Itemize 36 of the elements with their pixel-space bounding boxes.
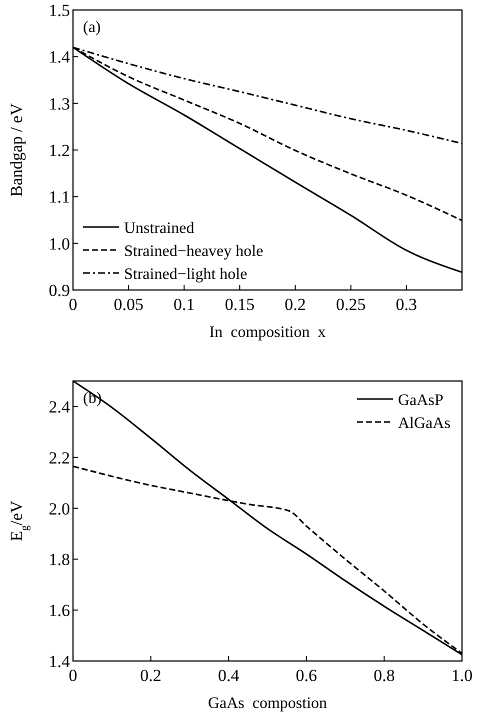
x-tick-label: 0.25 xyxy=(336,295,366,314)
annotation: (b) xyxy=(83,390,102,407)
y-tick-label: 2.4 xyxy=(48,397,70,416)
y-tick-label: 1.0 xyxy=(48,234,70,254)
y-tick-label: 2.2 xyxy=(48,448,70,468)
x-tick-label: 1.0 xyxy=(451,666,473,685)
x-tick-label: 0 xyxy=(68,666,78,685)
y-tick-label: 1.1 xyxy=(48,188,70,207)
y-tick-label: 0.9 xyxy=(48,281,70,300)
x-tick-label: 0 xyxy=(68,295,78,314)
legend-label: Strained−light hole xyxy=(124,266,248,283)
x-tick-label: 0.6 xyxy=(296,666,318,685)
x-tick-label: 0.1 xyxy=(174,295,195,314)
y-tick-label: 1.8 xyxy=(48,550,70,570)
legend-label: Unstrained xyxy=(124,220,194,237)
x-tick-label: 0.8 xyxy=(374,666,395,685)
annotation: (a) xyxy=(83,19,101,36)
x-tick-label: 0.3 xyxy=(396,295,418,314)
x-axis-title: GaAs compostion xyxy=(208,695,328,712)
y-axis-title: Bandgap / eV xyxy=(7,102,26,197)
legend-label: Strained−heavey hole xyxy=(124,243,264,260)
x-tick-label: 0.05 xyxy=(114,295,144,314)
x-axis-title: In composition x xyxy=(209,324,326,341)
y-tick-label: 2.0 xyxy=(48,499,70,518)
y-tick-label: 1.2 xyxy=(48,141,70,160)
x-tick-label: 0.4 xyxy=(218,666,240,685)
x-tick-label: 0.15 xyxy=(224,295,255,314)
x-tick-label: 0.2 xyxy=(284,295,306,314)
y-tick-label: 1.4 xyxy=(48,48,70,67)
legend-label: AlGaAs xyxy=(398,415,450,432)
y-tick-label: 1.3 xyxy=(48,94,70,114)
x-tick-label: 0.2 xyxy=(140,666,162,685)
y-tick-label: 1.5 xyxy=(48,1,70,20)
legend-label: GaAsP xyxy=(398,392,444,409)
y-tick-label: 1.6 xyxy=(48,601,70,620)
y-tick-label: 1.4 xyxy=(48,652,70,671)
